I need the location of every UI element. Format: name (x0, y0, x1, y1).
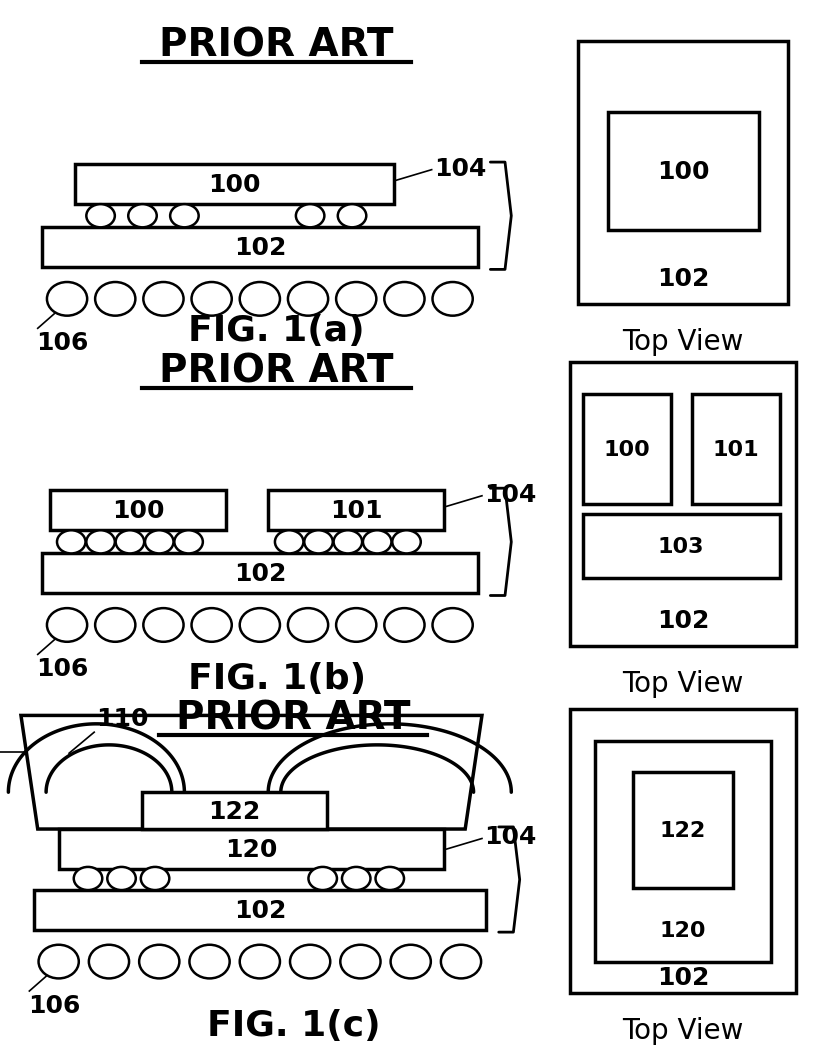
Text: 106: 106 (36, 331, 88, 355)
Text: 102: 102 (234, 236, 286, 260)
Ellipse shape (74, 867, 102, 890)
Text: FIG. 1(a): FIG. 1(a) (189, 314, 365, 348)
Ellipse shape (116, 531, 144, 554)
Text: 102: 102 (657, 267, 709, 290)
Ellipse shape (342, 867, 370, 890)
Ellipse shape (375, 867, 404, 890)
Ellipse shape (288, 283, 328, 316)
Text: 100: 100 (657, 160, 709, 184)
Text: 103: 103 (658, 536, 704, 557)
Text: 100: 100 (209, 173, 261, 197)
Ellipse shape (145, 531, 173, 554)
Text: 104: 104 (484, 825, 536, 848)
Ellipse shape (340, 945, 380, 978)
Bar (42, 554, 478, 594)
Ellipse shape (143, 609, 184, 642)
Ellipse shape (89, 945, 129, 978)
Text: 106: 106 (36, 657, 88, 681)
Ellipse shape (47, 283, 87, 316)
Bar (50, 491, 226, 531)
Text: 104: 104 (484, 482, 536, 507)
Text: 106: 106 (28, 993, 80, 1017)
Ellipse shape (139, 945, 179, 978)
Ellipse shape (392, 531, 421, 554)
Bar (42, 228, 478, 268)
Ellipse shape (336, 609, 376, 642)
Text: 102: 102 (234, 899, 286, 922)
Text: 100: 100 (603, 439, 649, 459)
Ellipse shape (296, 205, 324, 228)
Bar (691, 394, 779, 504)
Ellipse shape (288, 609, 328, 642)
Text: 101: 101 (330, 499, 382, 522)
Bar (582, 394, 670, 504)
Text: 120: 120 (225, 838, 277, 861)
Ellipse shape (432, 609, 473, 642)
Ellipse shape (275, 531, 303, 554)
Ellipse shape (174, 531, 203, 554)
Text: 100: 100 (112, 499, 164, 522)
Ellipse shape (107, 867, 136, 890)
Text: FIG. 1(b): FIG. 1(b) (188, 661, 365, 695)
Ellipse shape (191, 609, 231, 642)
Text: PRIOR ART: PRIOR ART (159, 352, 394, 390)
Bar (34, 890, 486, 930)
Ellipse shape (441, 945, 481, 978)
Text: 102: 102 (657, 966, 709, 989)
Text: 102: 102 (657, 609, 709, 632)
Text: 101: 101 (712, 439, 758, 459)
Ellipse shape (384, 283, 424, 316)
Ellipse shape (391, 945, 431, 978)
Ellipse shape (334, 531, 362, 554)
Bar (608, 112, 758, 231)
Bar (570, 363, 796, 646)
Text: PRIOR ART: PRIOR ART (176, 699, 411, 737)
Bar (595, 741, 771, 962)
Ellipse shape (290, 945, 330, 978)
Text: 110: 110 (96, 706, 148, 730)
Text: 122: 122 (660, 820, 706, 841)
Text: 122: 122 (209, 799, 261, 823)
Ellipse shape (308, 867, 337, 890)
Ellipse shape (240, 609, 280, 642)
Bar (268, 491, 444, 531)
Bar (142, 792, 327, 829)
Ellipse shape (86, 531, 115, 554)
Text: 102: 102 (234, 562, 286, 585)
Ellipse shape (86, 205, 115, 228)
Ellipse shape (240, 283, 280, 316)
Ellipse shape (240, 945, 280, 978)
Ellipse shape (189, 945, 230, 978)
Text: 120: 120 (660, 920, 706, 941)
Ellipse shape (128, 205, 157, 228)
Ellipse shape (191, 283, 231, 316)
Text: Top View: Top View (623, 1016, 743, 1044)
Ellipse shape (363, 531, 391, 554)
Text: FIG. 1(c): FIG. 1(c) (206, 1008, 380, 1042)
Ellipse shape (141, 867, 169, 890)
Bar (582, 515, 779, 578)
Ellipse shape (338, 205, 366, 228)
Bar (59, 829, 444, 869)
Ellipse shape (47, 609, 87, 642)
Ellipse shape (336, 283, 376, 316)
Ellipse shape (304, 531, 333, 554)
Ellipse shape (432, 283, 473, 316)
Ellipse shape (95, 609, 135, 642)
Ellipse shape (170, 205, 199, 228)
Text: Top View: Top View (623, 328, 743, 355)
Text: PRIOR ART: PRIOR ART (159, 26, 394, 64)
Ellipse shape (39, 945, 79, 978)
Text: Top View: Top View (623, 669, 743, 697)
Ellipse shape (143, 283, 184, 316)
Text: 104: 104 (434, 157, 486, 181)
Ellipse shape (384, 609, 424, 642)
Bar (578, 42, 788, 305)
Bar (570, 709, 796, 993)
Bar (633, 772, 733, 888)
Bar (75, 165, 394, 205)
Ellipse shape (57, 531, 85, 554)
Ellipse shape (95, 283, 135, 316)
